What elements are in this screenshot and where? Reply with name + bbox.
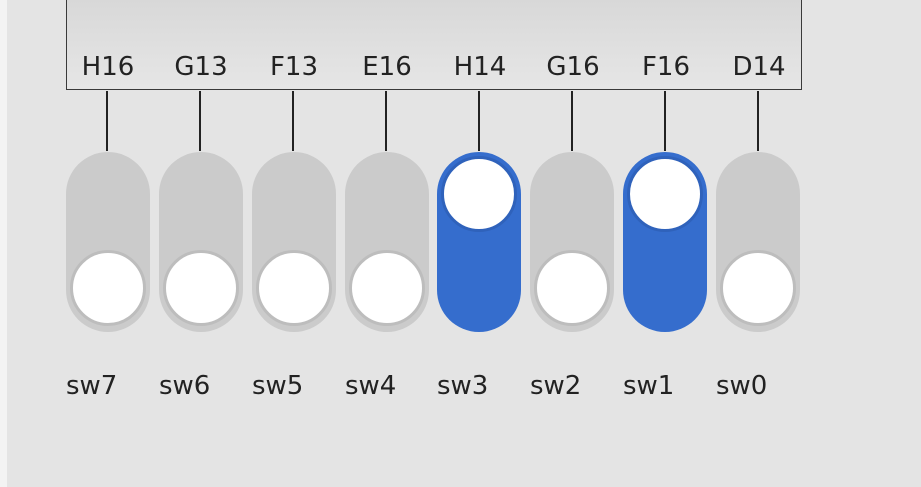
switch-sw3[interactable] [437,152,521,332]
switch-knob[interactable] [534,250,610,326]
pin-wire [292,91,294,151]
switch-sw1[interactable] [623,152,707,332]
switch-sw0[interactable] [716,152,800,332]
pin-wire [571,91,573,151]
pin-label-h16: H16 [81,52,135,82]
switch-sw2[interactable] [530,152,614,332]
switch-knob[interactable] [163,250,239,326]
pin-label-d14: D14 [732,52,786,82]
switch-label-sw1: sw1 [623,371,675,401]
switch-knob[interactable] [720,250,796,326]
pin-label-f16: F16 [641,52,691,82]
pin-label-g13: G13 [174,52,228,82]
switch-knob[interactable] [349,250,425,326]
pin-wire [106,91,108,151]
pin-wire [757,91,759,151]
pin-wire [664,91,666,151]
switch-sw5[interactable] [252,152,336,332]
pin-label-e16: E16 [362,52,412,82]
switch-knob[interactable] [627,156,703,232]
fpga-chip [66,0,802,90]
switch-label-sw5: sw5 [252,371,304,401]
switch-label-sw6: sw6 [159,371,211,401]
switch-sw6[interactable] [159,152,243,332]
switch-label-sw3: sw3 [437,371,489,401]
pin-wire [478,91,480,151]
pin-label-h14: H14 [453,52,507,82]
switch-label-sw0: sw0 [716,371,768,401]
switch-label-sw7: sw7 [66,371,118,401]
switch-sw7[interactable] [66,152,150,332]
switch-sw4[interactable] [345,152,429,332]
left-edge-strip [0,0,7,487]
pin-wire [385,91,387,151]
switch-label-sw4: sw4 [345,371,397,401]
switch-label-sw2: sw2 [530,371,582,401]
pin-wire [199,91,201,151]
switch-knob[interactable] [70,250,146,326]
switch-knob[interactable] [256,250,332,326]
switch-knob[interactable] [441,156,517,232]
pin-label-f13: F13 [269,52,319,82]
pin-label-g16: G16 [546,52,600,82]
